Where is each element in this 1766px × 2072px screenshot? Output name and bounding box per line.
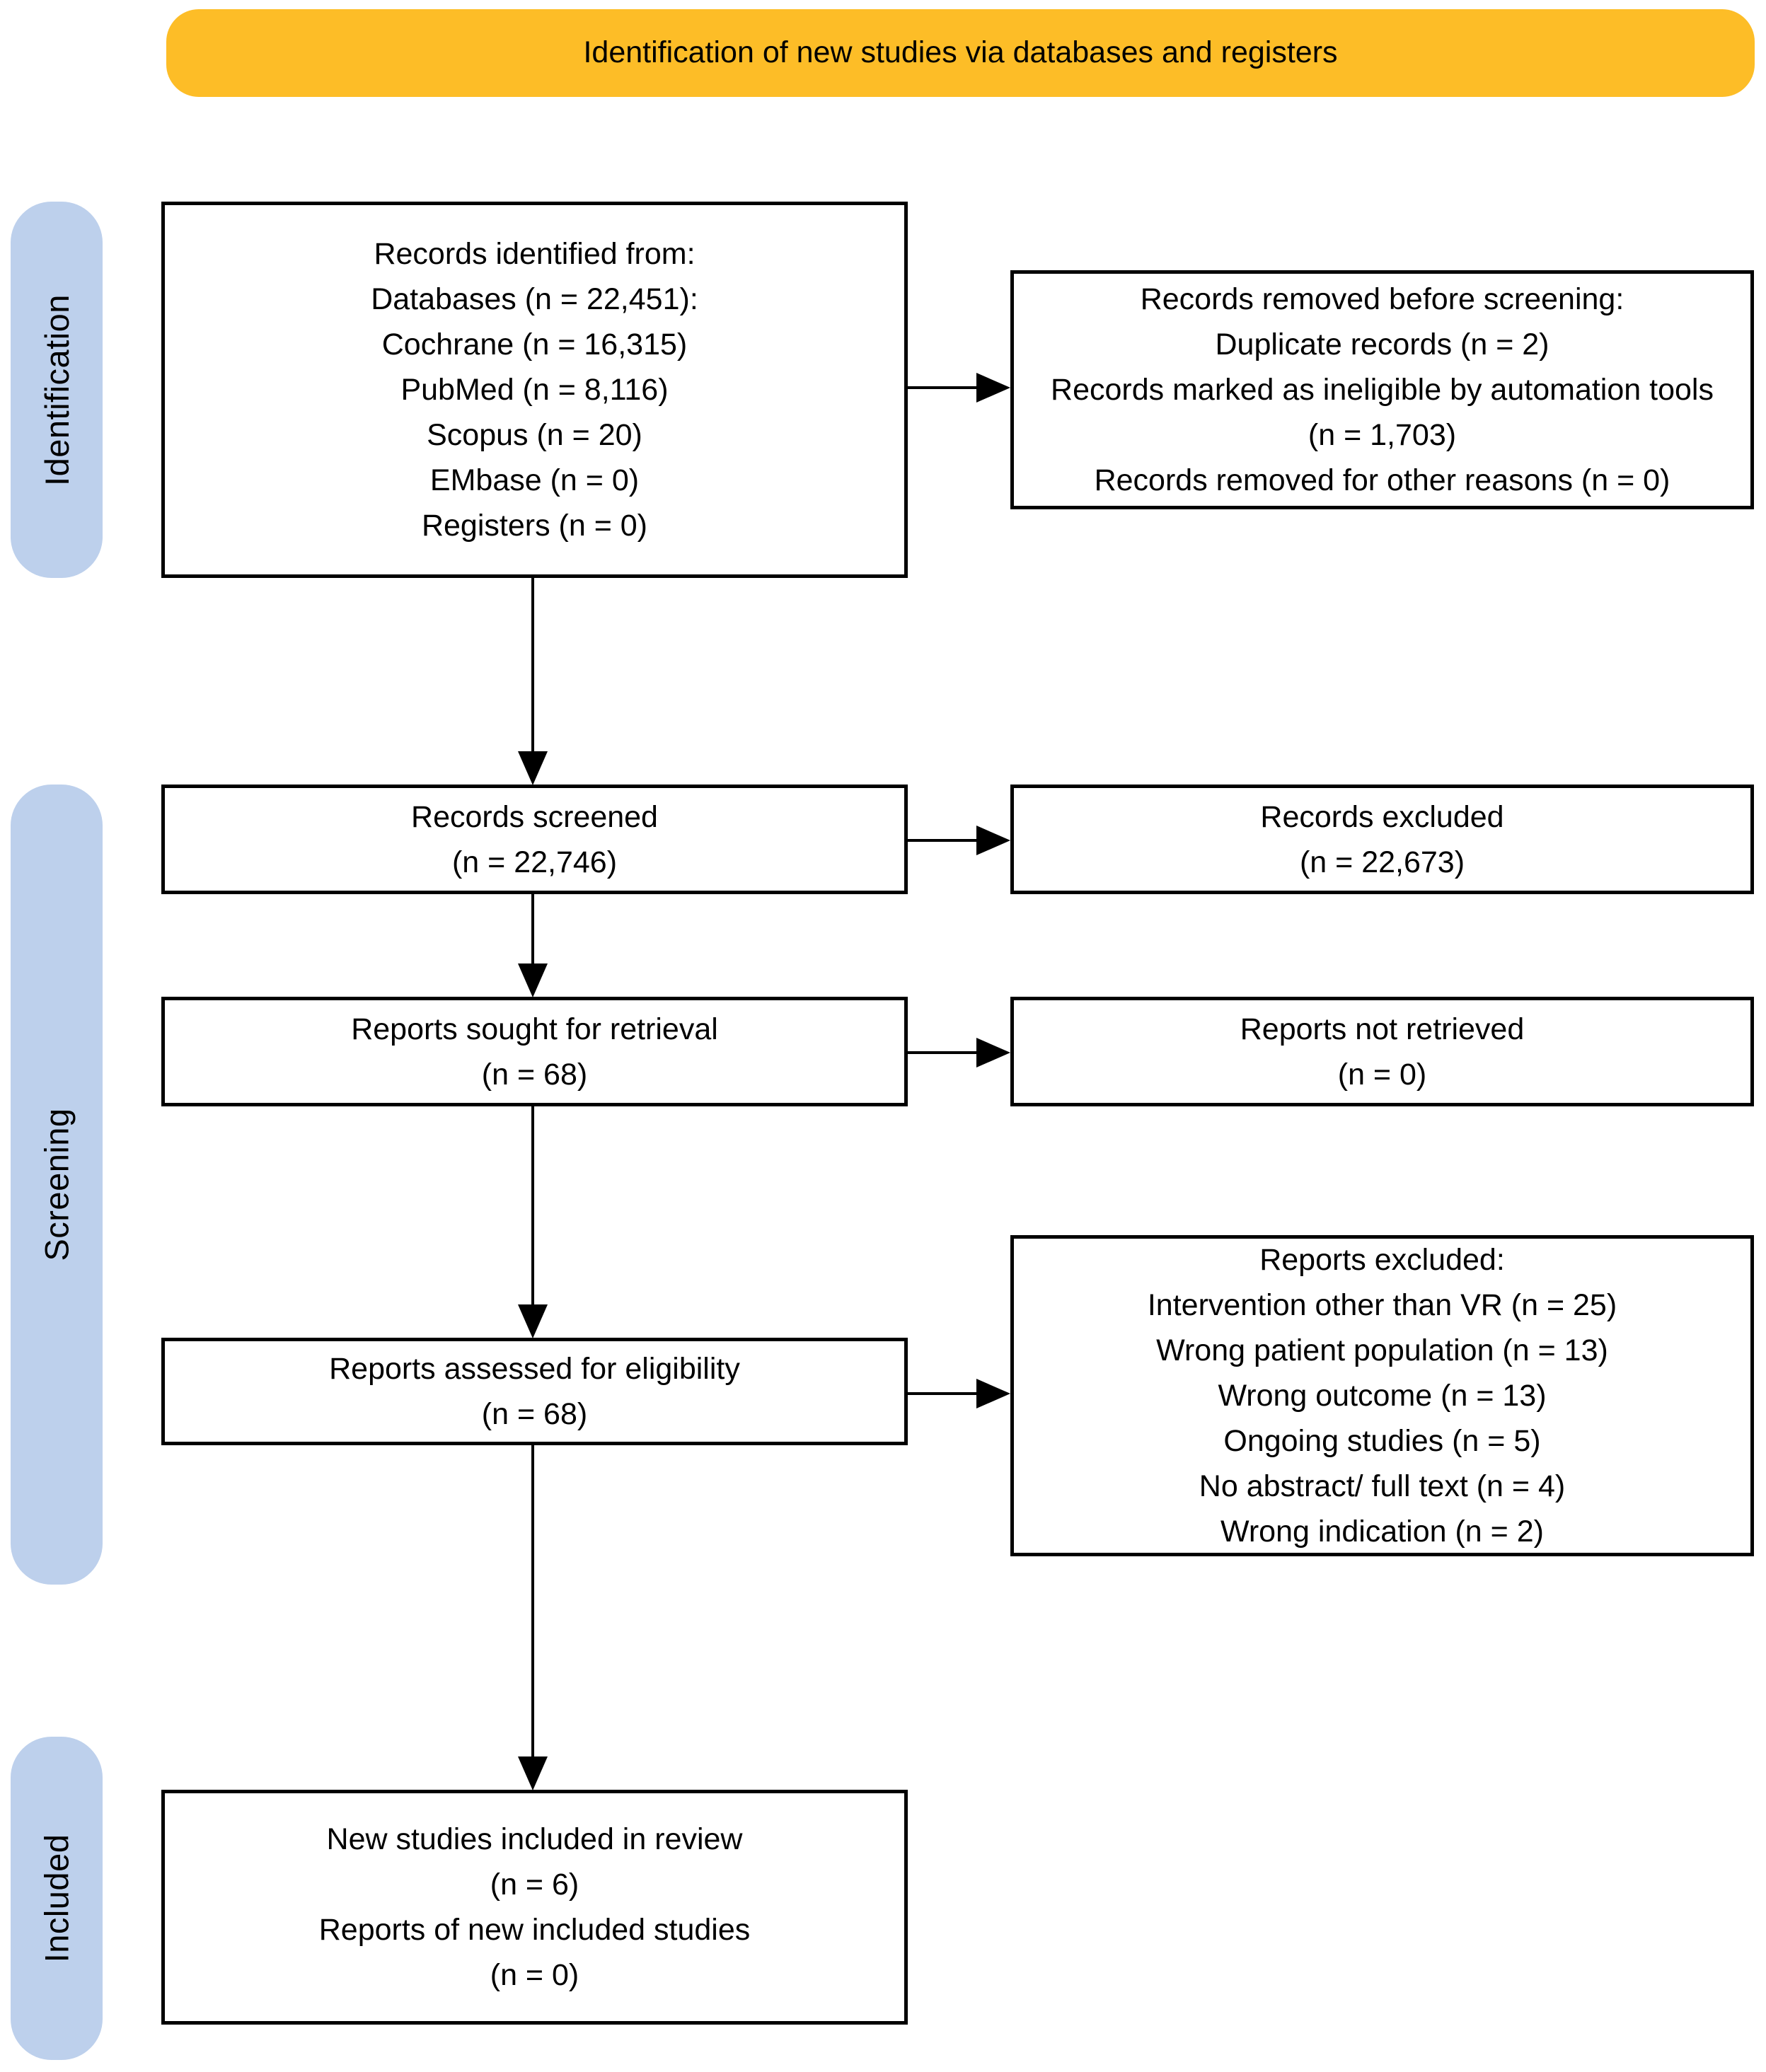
banner-title: Identification of new studies via databa… bbox=[166, 9, 1755, 97]
box-records-identified: Records identified from: Databases (n = … bbox=[161, 202, 908, 578]
box-line: (n = 68) bbox=[481, 1057, 588, 1092]
arrow-screened-to-excluded-head-icon bbox=[976, 826, 1010, 855]
box-line: New studies included in review bbox=[326, 1822, 743, 1856]
box-line: Wrong patient population (n = 13) bbox=[1156, 1333, 1608, 1367]
arrow-assessed-to-reports-excluded-head-icon bbox=[976, 1379, 1010, 1408]
arrow-sought-to-not-retrieved-line bbox=[906, 1051, 979, 1054]
box-line: Duplicate records (n = 2) bbox=[1215, 328, 1549, 361]
box-line: Registers (n = 0) bbox=[421, 509, 648, 543]
arrow-identified-to-removed-line bbox=[906, 386, 979, 389]
box-line: Wrong outcome (n = 13) bbox=[1218, 1379, 1547, 1413]
box-line: Reports sought for retrieval bbox=[351, 1012, 718, 1046]
box-new-studies-included: New studies included in review (n = 6) R… bbox=[161, 1790, 908, 2025]
box-line: PubMed (n = 8,116) bbox=[400, 373, 669, 407]
box-line: Reports not retrieved bbox=[1240, 1012, 1525, 1046]
box-line: Records removed before screening: bbox=[1140, 282, 1624, 316]
arrow-screened-to-excluded-line bbox=[906, 839, 979, 842]
arrow-assessed-to-included-head-icon bbox=[518, 1756, 548, 1790]
arrow-assessed-to-reports-excluded-line bbox=[906, 1392, 979, 1395]
box-reports-not-retrieved: Reports not retrieved (n = 0) bbox=[1010, 997, 1754, 1106]
box-line: Records excluded bbox=[1260, 799, 1504, 834]
box-reports-assessed-for-eligibility: Reports assessed for eligibility (n = 68… bbox=[161, 1338, 908, 1445]
box-line: Records identified from: bbox=[374, 237, 696, 271]
stage-label-screening: Screening bbox=[11, 785, 103, 1585]
box-line: Ongoing studies (n = 5) bbox=[1223, 1424, 1541, 1458]
stage-label-included-text: Included bbox=[37, 1834, 76, 1963]
box-records-removed-before-screening: Records removed before screening: Duplic… bbox=[1010, 270, 1754, 509]
box-line: Scopus (n = 20) bbox=[427, 418, 642, 452]
box-line: Cochrane (n = 16,315) bbox=[381, 328, 688, 361]
arrow-sought-to-assessed-line bbox=[531, 1106, 534, 1306]
box-reports-excluded: Reports excluded: Intervention other tha… bbox=[1010, 1235, 1754, 1556]
stage-label-identification: Identification bbox=[11, 202, 103, 578]
box-line: (n = 6) bbox=[490, 1868, 579, 1902]
banner-title-text: Identification of new studies via databa… bbox=[583, 35, 1338, 70]
box-line: EMbase (n = 0) bbox=[429, 463, 640, 497]
box-line: (n = 68) bbox=[481, 1397, 588, 1431]
stage-label-included: Included bbox=[11, 1737, 103, 2060]
box-line: No abstract/ full text (n = 4) bbox=[1199, 1469, 1566, 1503]
box-records-screened: Records screened (n = 22,746) bbox=[161, 785, 908, 894]
arrow-identified-to-screened-line bbox=[531, 574, 534, 755]
stage-label-screening-text: Screening bbox=[37, 1108, 76, 1261]
box-line: Reports of new included studies bbox=[318, 1913, 751, 1947]
box-line: Wrong indication (n = 2) bbox=[1220, 1515, 1544, 1549]
box-line: (n = 0) bbox=[1337, 1057, 1427, 1092]
box-line: (n = 22,673) bbox=[1299, 845, 1465, 879]
arrow-identified-to-screened-head-icon bbox=[518, 751, 548, 785]
box-line: (n = 0) bbox=[490, 1958, 579, 1992]
box-line: Records screened bbox=[411, 799, 658, 834]
arrow-sought-to-assessed-head-icon bbox=[518, 1304, 548, 1338]
box-line: Databases (n = 22,451): bbox=[371, 282, 698, 316]
box-line: Reports assessed for eligibility bbox=[329, 1352, 740, 1386]
box-line: Reports excluded: bbox=[1259, 1243, 1505, 1277]
box-line: (n = 22,746) bbox=[451, 845, 618, 879]
box-records-excluded: Records excluded (n = 22,673) bbox=[1010, 785, 1754, 894]
arrow-sought-to-not-retrieved-head-icon bbox=[976, 1038, 1010, 1067]
arrow-screened-to-sought-line bbox=[531, 894, 534, 965]
arrow-assessed-to-included-line bbox=[531, 1445, 534, 1758]
stage-label-identification-text: Identification bbox=[37, 294, 76, 486]
box-reports-sought-for-retrieval: Reports sought for retrieval (n = 68) bbox=[161, 997, 908, 1106]
arrow-screened-to-sought-head-icon bbox=[518, 963, 548, 997]
box-line: Records removed for other reasons (n = 0… bbox=[1094, 463, 1670, 497]
box-line: Intervention other than VR (n = 25) bbox=[1147, 1288, 1617, 1322]
arrow-identified-to-removed-head-icon bbox=[976, 373, 1010, 403]
box-line: Records marked as ineligible by automati… bbox=[1051, 373, 1714, 452]
